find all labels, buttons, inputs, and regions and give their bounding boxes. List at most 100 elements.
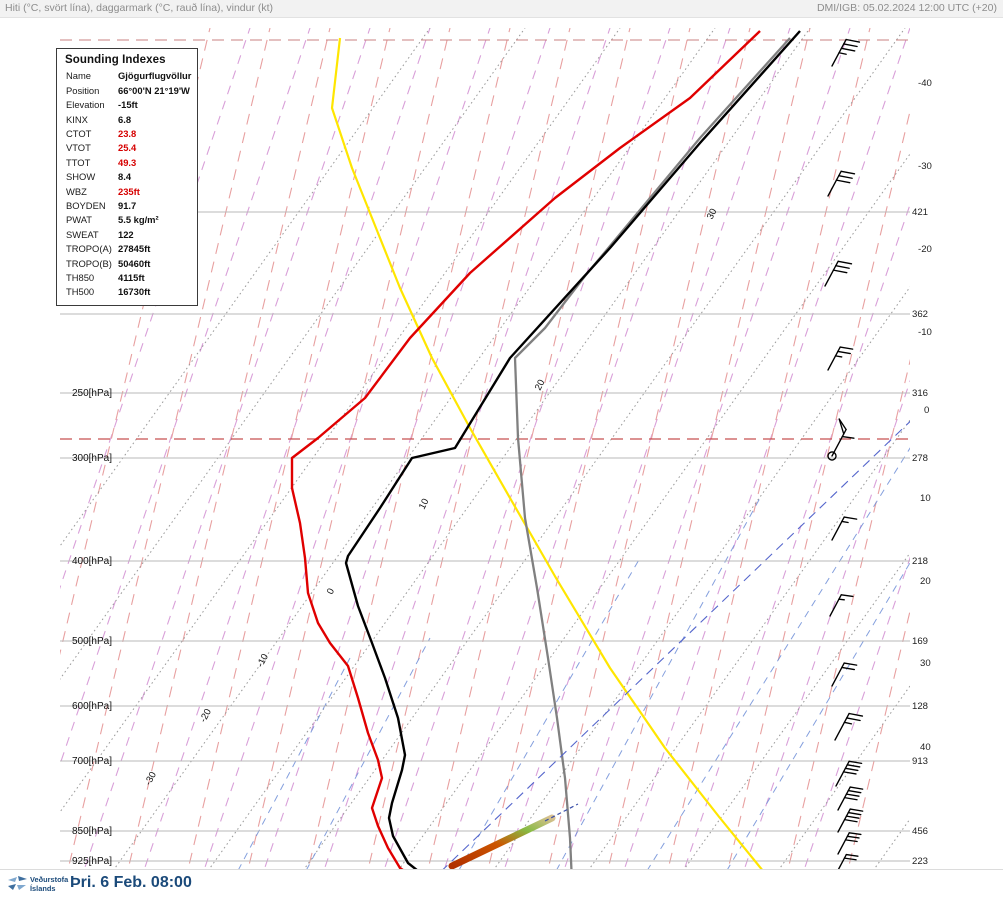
sounding-index-key: Name — [66, 70, 92, 82]
sounding-index-value: 23.8 — [118, 128, 137, 140]
svg-text:850[hPa]: 850[hPa] — [72, 826, 112, 837]
svg-text:362: 362 — [912, 309, 928, 320]
header-legend-text: Hiti (°C, svört lína), daggarmark (°C, r… — [5, 2, 274, 14]
svg-text:10: 10 — [417, 497, 432, 511]
svg-text:0: 0 — [325, 587, 337, 597]
sounding-index-value: 5.5 kg/m² — [118, 214, 159, 226]
sounding-index-key: BOYDEN — [66, 200, 106, 212]
skewt-plot-svg: -30 -20 -10 0 10 20 30 250[hPa] 300[hPa]… — [60, 28, 932, 875]
sounding-index-row: TTOT 49.3 — [63, 155, 192, 169]
sounding-index-key: KINX — [66, 113, 88, 125]
sounding-index-value: 8.4 — [118, 171, 132, 183]
svg-text:-30: -30 — [143, 770, 159, 787]
svg-text:400[hPa]: 400[hPa] — [72, 556, 112, 567]
sounding-index-row: SHOW 8.4 — [63, 170, 192, 184]
sounding-index-row: Elevation -15ft — [63, 98, 192, 112]
svg-text:40: 40 — [920, 742, 931, 753]
sounding-index-value: Gjögurflugvöllur — [118, 70, 192, 82]
sounding-index-value: 122 — [118, 228, 134, 240]
sounding-index-value: 27845ft — [118, 243, 151, 255]
isobar-lines — [60, 211, 910, 862]
svg-text:20: 20 — [920, 576, 931, 587]
sounding-index-value: 49.3 — [118, 156, 137, 168]
svg-text:456: 456 — [912, 826, 928, 837]
sounding-index-row: TH850 4115ft — [63, 271, 192, 285]
sounding-index-row: PWAT 5.5 kg/m² — [63, 213, 192, 227]
sounding-index-key: Position — [66, 84, 100, 96]
right-height-labels: 421 362 316 278 218 169 128 913 456 223 … — [912, 207, 928, 867]
svg-text:600[hPa]: 600[hPa] — [72, 701, 112, 712]
wetbulb-curve — [330, 37, 766, 872]
sounding-index-value: 50460ft — [118, 257, 151, 269]
temperature-curve — [344, 30, 801, 872]
svg-text:0: 0 — [924, 405, 929, 416]
sounding-index-value: 66°00'N 21°19'W — [118, 84, 190, 96]
svg-text:250[hPa]: 250[hPa] — [72, 388, 112, 399]
sounding-index-key: SWEAT — [66, 228, 99, 240]
svg-text:30: 30 — [705, 207, 720, 221]
svg-text:278: 278 — [912, 453, 928, 464]
right-temperature-labels: -40 -30 -20 -10 0 10 20 30 40 — [918, 78, 932, 753]
logo-mark-icon — [8, 876, 27, 890]
lcl-indicator-tail — [544, 803, 579, 822]
sounding-indexes-title: Sounding Indexes — [65, 54, 166, 66]
footer-bar: Veðurstofa Íslands Þri. 6 Feb. 08:00 — [0, 869, 1003, 900]
logo-line-1: Veðurstofa — [30, 875, 69, 884]
dewpoint-curve — [290, 30, 761, 872]
svg-text:925[hPa]: 925[hPa] — [72, 856, 112, 867]
svg-text:-20: -20 — [918, 244, 932, 255]
dry-adiabat-lines — [60, 28, 910, 872]
svg-text:316: 316 — [912, 388, 928, 399]
sounding-index-key: TROPO(A) — [66, 243, 112, 255]
sounding-index-row: TH500 16730ft — [63, 285, 192, 299]
sounding-index-key: CTOT — [66, 128, 92, 140]
sounding-index-key: TTOT — [66, 156, 91, 168]
sounding-index-row: BOYDEN 91.7 — [63, 199, 192, 213]
svg-text:223: 223 — [912, 856, 928, 867]
sounding-index-key: VTOT — [66, 142, 91, 154]
sounding-indexes-panel[interactable]: Sounding Indexes Name Gjögurflugvöllur Pos… — [56, 48, 198, 306]
svg-text:500[hPa]: 500[hPa] — [72, 636, 112, 647]
sounding-index-key: TH850 — [66, 272, 95, 284]
sounding-index-value: 16730ft — [118, 286, 151, 298]
sounding-index-row: KINX 6.8 — [63, 112, 192, 126]
sounding-index-value: 91.7 — [118, 200, 137, 212]
freezing-level-line — [60, 39, 910, 440]
svg-text:-20: -20 — [198, 707, 214, 724]
svg-text:421: 421 — [912, 207, 928, 218]
svg-text:218: 218 — [912, 556, 928, 567]
svg-text:300[hPa]: 300[hPa] — [72, 453, 112, 464]
sounding-index-row: CTOT 23.8 — [63, 127, 192, 141]
pressure-axis-labels: 250[hPa] 300[hPa] 400[hPa] 500[hPa] 600[… — [72, 388, 112, 867]
sounding-index-key: SHOW — [66, 171, 96, 183]
saturation-reference-line — [439, 420, 910, 872]
sounding-index-value: 4115ft — [118, 272, 145, 284]
sounding-index-row: VTOT 25.4 — [63, 141, 192, 155]
svg-text:30: 30 — [920, 658, 931, 669]
lcl-indicator — [448, 814, 556, 870]
sounding-index-key: WBZ — [66, 185, 87, 197]
sounding-index-key: TROPO(B) — [66, 257, 112, 269]
sounding-index-value: -15ft — [118, 99, 138, 111]
svg-text:700[hPa]: 700[hPa] — [72, 756, 112, 767]
sounding-index-key: PWAT — [66, 214, 93, 226]
sounding-index-row: TROPO(A) 27845ft — [63, 242, 192, 256]
sounding-index-row: Position 66°00'N 21°19'W — [63, 83, 192, 97]
vedurstofa-logo[interactable]: Veðurstofa Íslands — [6, 873, 68, 897]
header-bar: Hiti (°C, svört lína), daggarmark (°C, r… — [0, 0, 1003, 18]
sounding-index-row: Name Gjögurflugvöllur — [63, 69, 192, 83]
svg-text:128: 128 — [912, 701, 928, 712]
sounding-index-value: 25.4 — [118, 142, 137, 154]
header-model-timestamp: DMI/IGB: 05.02.2024 12:00 UTC (+20) — [816, 2, 997, 14]
sounding-index-row: TROPO(B) 50460ft — [63, 256, 192, 270]
svg-text:169: 169 — [912, 636, 928, 647]
sounding-index-row: WBZ 235ft — [63, 184, 192, 198]
sounding-index-row: SWEAT 122 — [63, 227, 192, 241]
sounding-index-key: Elevation — [66, 99, 105, 111]
valid-time-label: Þri. 6 Feb. 08:00 — [70, 874, 192, 891]
isotherm-lines — [60, 28, 910, 872]
svg-text:-30: -30 — [918, 161, 932, 172]
parcel-curve — [513, 37, 791, 872]
svg-text:20: 20 — [533, 378, 548, 392]
sounding-indexes-table: Name Gjögurflugvöllur Position 66°00'N 21°1… — [63, 69, 192, 300]
